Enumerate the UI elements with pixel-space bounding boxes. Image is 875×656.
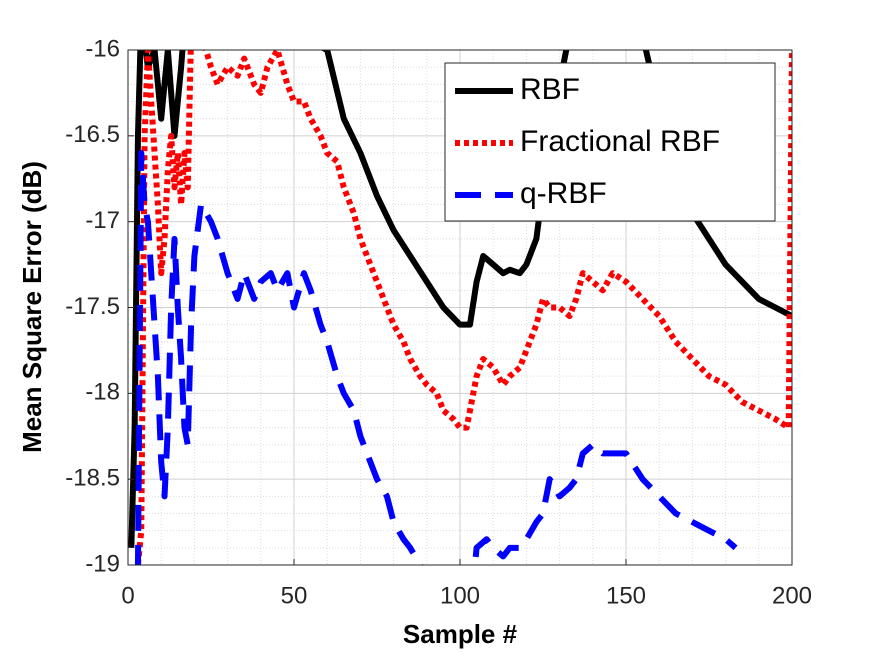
series-line xyxy=(134,50,792,565)
x-tick-label: 50 xyxy=(281,582,308,609)
x-axis-label: Sample # xyxy=(403,619,518,649)
legend-label: Fractional RBF xyxy=(520,125,720,158)
x-tick-label: 0 xyxy=(121,582,134,609)
x-tick-label: 200 xyxy=(772,582,812,609)
y-tick-label: -18.5 xyxy=(65,465,120,492)
y-tick-label: -16.5 xyxy=(65,121,120,148)
ticks: 0 50 100 150 200 -16 -16.5 -17 -17.5 -18 -18.5 -19 xyxy=(65,35,812,609)
series-line xyxy=(134,150,738,565)
x-tick-label: 100 xyxy=(440,582,480,609)
x-tick-label: 150 xyxy=(606,582,646,609)
legend-label: RBF xyxy=(520,73,580,106)
y-tick-label: -17.5 xyxy=(65,293,120,320)
legend-label: q-RBF xyxy=(520,177,607,210)
y-tick-label: -16 xyxy=(85,35,120,62)
y-tick-label: -19 xyxy=(85,550,120,577)
y-axis-label: Mean Square Error (dB) xyxy=(17,161,47,453)
y-tick-label: -17 xyxy=(85,207,120,234)
y-tick-label: -18 xyxy=(85,379,120,406)
legend: RBF Fractional RBF q-RBF xyxy=(444,62,776,222)
